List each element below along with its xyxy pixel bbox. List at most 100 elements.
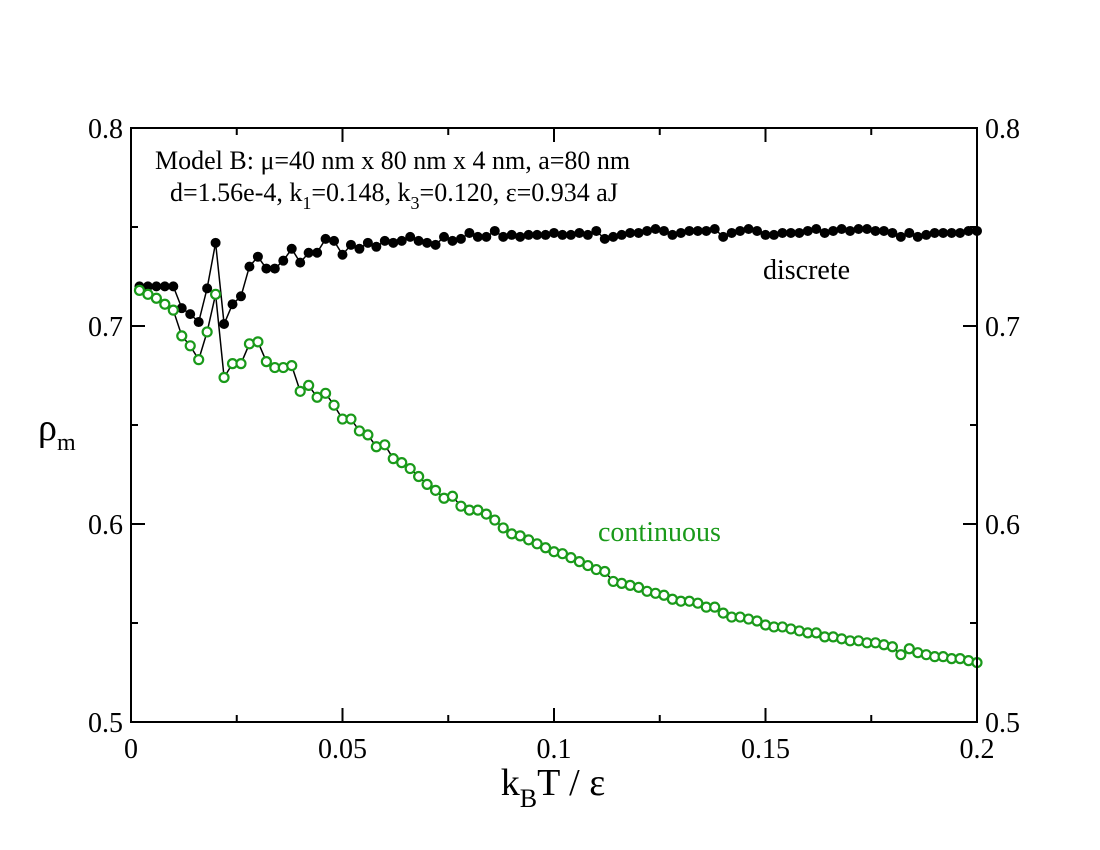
data-point-continuous bbox=[184, 340, 196, 352]
data-point-discrete bbox=[498, 231, 509, 242]
data-point-discrete bbox=[963, 225, 974, 236]
data-point-discrete bbox=[718, 231, 729, 242]
data-point-continuous bbox=[404, 462, 416, 475]
data-point-continuous bbox=[429, 484, 442, 496]
data-point-continuous bbox=[810, 627, 822, 639]
data-point-continuous bbox=[218, 371, 230, 384]
data-point-discrete bbox=[439, 231, 450, 242]
data-point-continuous bbox=[514, 530, 526, 542]
data-point-discrete bbox=[345, 239, 356, 250]
x-tick-label: 0 bbox=[124, 734, 138, 765]
data-point-continuous bbox=[294, 385, 306, 397]
data-point-continuous bbox=[150, 292, 162, 304]
data-point-discrete bbox=[286, 243, 297, 254]
tick-labels: 0 0.05 0.1 0.15 0.20.5 0.50.6 0.60.7 0.70.8 0.8 bbox=[88, 114, 1020, 765]
data-point-discrete bbox=[752, 225, 763, 236]
data-point-discrete bbox=[743, 223, 754, 234]
data-point-discrete bbox=[582, 229, 593, 240]
data-point-discrete bbox=[599, 233, 610, 244]
data-point-discrete bbox=[701, 225, 712, 236]
data-point-continuous bbox=[886, 641, 899, 653]
data-point-discrete bbox=[396, 235, 407, 246]
data-point-discrete bbox=[312, 247, 323, 258]
data-point-discrete bbox=[151, 281, 162, 292]
annotation-subscript: 3 bbox=[411, 193, 420, 213]
data-point-discrete bbox=[447, 235, 458, 246]
annotation-text: d=1.56e-4, k bbox=[170, 178, 302, 207]
data-point-continuous bbox=[692, 597, 704, 609]
series-label-continuous: continuous bbox=[598, 517, 721, 548]
data-point-discrete bbox=[938, 227, 949, 238]
data-point-continuous bbox=[303, 379, 315, 391]
data-point-discrete bbox=[777, 227, 788, 238]
y-tick-label-right: 0.8 bbox=[985, 114, 1020, 145]
data-point-continuous bbox=[387, 453, 399, 465]
data-point-discrete bbox=[921, 229, 932, 240]
plot-frame bbox=[130, 127, 978, 723]
data-point-discrete bbox=[413, 235, 424, 246]
y-tick-label: 0.5 bbox=[88, 708, 123, 739]
data-point-discrete bbox=[565, 229, 576, 240]
data-point-continuous bbox=[353, 425, 366, 437]
data-point-continuous bbox=[717, 607, 729, 619]
data-point-continuous bbox=[413, 470, 425, 483]
data-point-discrete bbox=[523, 229, 534, 240]
data-point-continuous bbox=[311, 391, 323, 403]
data-point-discrete bbox=[667, 229, 678, 240]
data-point-continuous bbox=[599, 565, 611, 578]
data-point-discrete bbox=[540, 229, 551, 240]
data-point-continuous bbox=[480, 508, 492, 520]
data-point-discrete bbox=[244, 261, 255, 272]
data-point-discrete bbox=[862, 223, 873, 234]
data-point-discrete bbox=[261, 263, 272, 274]
annotation-subscript: 1 bbox=[302, 193, 311, 213]
data-point-discrete bbox=[912, 231, 923, 242]
data-point-discrete bbox=[303, 247, 314, 258]
data-point-continuous bbox=[201, 326, 213, 338]
data-point-discrete bbox=[362, 237, 373, 248]
axis-ticks bbox=[130, 127, 978, 723]
data-point-discrete bbox=[354, 243, 365, 254]
data-point-continuous bbox=[472, 504, 484, 516]
annotation-line-2: d=1.56e-4, k1=0.148, k3=0.120, ε=0.934 a… bbox=[170, 178, 618, 213]
data-point-continuous bbox=[345, 413, 357, 425]
data-point-discrete bbox=[405, 231, 416, 242]
data-point-continuous bbox=[497, 522, 509, 534]
data-point-continuous bbox=[556, 548, 569, 560]
data-point-continuous bbox=[658, 589, 670, 601]
data-point-discrete bbox=[506, 229, 517, 240]
data-point-continuous bbox=[235, 358, 247, 370]
data-point-discrete bbox=[574, 227, 585, 238]
data-point-discrete bbox=[379, 235, 390, 246]
data-point-discrete bbox=[650, 223, 661, 234]
data-point-discrete bbox=[684, 225, 695, 236]
data-point-discrete bbox=[675, 227, 686, 238]
data-point-continuous bbox=[565, 552, 577, 564]
data-point-discrete bbox=[472, 231, 483, 242]
data-point-discrete bbox=[269, 263, 280, 274]
data-point-discrete bbox=[845, 225, 856, 236]
data-point-discrete bbox=[887, 227, 898, 238]
data-point-discrete bbox=[692, 225, 703, 236]
data-point-discrete bbox=[455, 233, 466, 244]
data-point-discrete bbox=[904, 227, 915, 238]
data-point-discrete bbox=[202, 283, 213, 294]
data-point-discrete bbox=[295, 257, 306, 268]
data-point-discrete bbox=[760, 229, 771, 240]
data-point-discrete bbox=[811, 223, 822, 234]
data-point-discrete bbox=[252, 251, 263, 262]
data-point-discrete bbox=[625, 227, 636, 238]
data-point-discrete bbox=[819, 227, 830, 238]
data-point-discrete bbox=[489, 225, 500, 236]
data-point-discrete bbox=[193, 317, 204, 328]
x-axis-label: kBT / ε bbox=[501, 762, 605, 813]
data-point-continuous bbox=[286, 360, 298, 372]
data-point-discrete bbox=[895, 231, 906, 242]
data-point-continuous bbox=[903, 643, 915, 655]
y-tick-label: 0.7 bbox=[88, 312, 123, 343]
data-point-discrete bbox=[955, 227, 966, 238]
data-point-discrete bbox=[836, 223, 847, 234]
data-point-discrete bbox=[235, 291, 246, 302]
data-point-continuous bbox=[582, 559, 594, 572]
